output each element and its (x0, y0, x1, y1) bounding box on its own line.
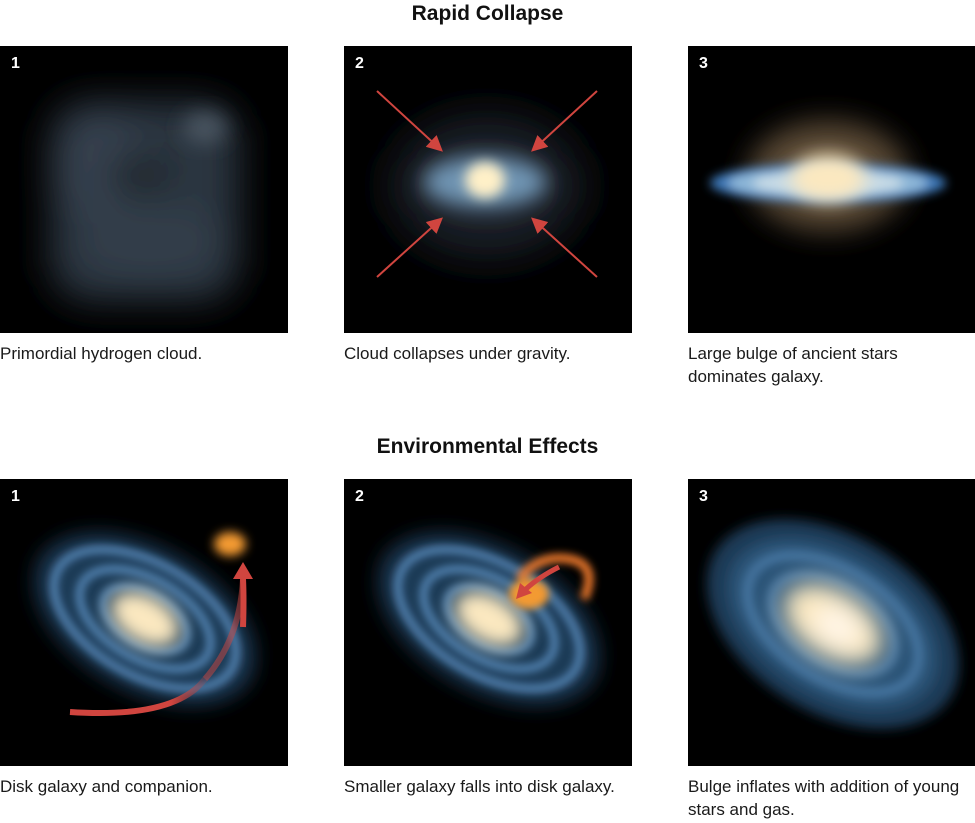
caption-disk-and-companion: Disk galaxy and companion. (0, 777, 213, 796)
step-number: 1 (11, 55, 20, 72)
step-number: 3 (699, 488, 708, 505)
orbit-trail (69, 677, 208, 717)
caption-galaxy-merger: Smaller galaxy falls into disk galaxy. (344, 777, 615, 796)
step-number: 2 (355, 488, 364, 505)
caption-inflated-bulge: Bulge inflates with addition of young st… (688, 777, 960, 819)
panel-galaxy-merger: 2 (344, 479, 632, 766)
arrow-down-left-icon (516, 583, 532, 599)
arrow-icon (376, 217, 443, 278)
panel-large-bulge: 3 (688, 46, 975, 333)
edge-on-galaxy-illustration (710, 121, 946, 231)
arrow-icon (531, 90, 598, 152)
arrow-icon (531, 217, 598, 278)
inflated-bulge-illustration (707, 519, 959, 729)
infall-arrow-shaft (524, 564, 561, 591)
step-number: 3 (699, 55, 708, 72)
panel-cloud-collapse: 2 (344, 46, 632, 333)
caption-large-bulge: Large bulge of ancient stars dominates g… (688, 344, 898, 386)
caption-primordial-cloud: Primordial hydrogen cloud. (0, 344, 203, 363)
arrow-up-icon (233, 562, 253, 579)
primordial-cloud-illustration (50, 101, 240, 301)
caption-cloud-collapse: Cloud collapses under gravity. (344, 344, 571, 363)
step-number: 1 (11, 488, 20, 505)
orbit-arrow-shaft (240, 578, 247, 628)
panel-disk-and-companion: 1 (0, 479, 288, 766)
step-number: 2 (355, 55, 364, 72)
panel-inflated-bulge: 3 (688, 479, 975, 766)
collapse-illustration (376, 90, 598, 278)
section-title-rapid-collapse: Rapid Collapse (411, 2, 564, 25)
spiral-with-companion-illustration (35, 532, 255, 717)
panel-primordial-cloud: 1 (0, 46, 288, 333)
arrow-icon (376, 90, 443, 152)
section-title-environmental-effects: Environmental Effects (376, 435, 599, 458)
merger-illustration (379, 533, 599, 705)
gravity-arrows (376, 90, 598, 278)
